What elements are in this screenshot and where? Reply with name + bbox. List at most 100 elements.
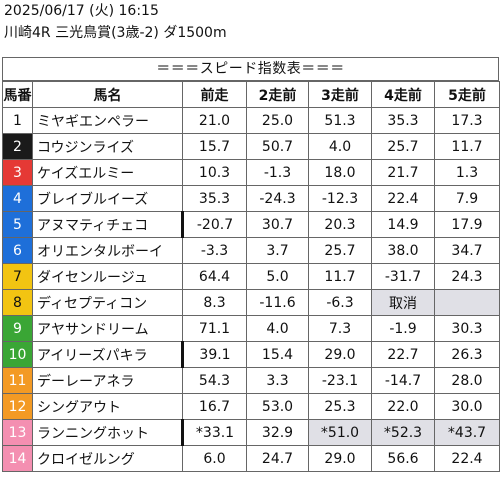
speed-index-cell: 15.4 <box>246 341 309 368</box>
speed-index-cell: 3.3 <box>246 367 309 394</box>
speed-index-cell: 5.0 <box>246 263 309 290</box>
horse-number: 8 <box>2 289 33 316</box>
horse-number: 2 <box>2 133 33 160</box>
speed-index-cell: 54.3 <box>182 367 247 394</box>
speed-index-cell: 15.7 <box>182 133 247 160</box>
speed-index-cell: 26.3 <box>434 341 500 368</box>
speed-index-cell: *51.0 <box>308 419 372 446</box>
speed-index-cell: 16.7 <box>182 393 247 420</box>
speed-index-cell: 38.0 <box>371 237 435 264</box>
speed-index-cell: 24.3 <box>434 263 500 290</box>
speed-index-cell: 25.3 <box>308 393 372 420</box>
speed-index-cell: -3.3 <box>182 237 247 264</box>
speed-index-cell: 11.7 <box>434 133 500 160</box>
horse-number: 14 <box>2 445 33 472</box>
horse-name: ディセプティコン <box>32 289 183 316</box>
speed-index-cell: *52.3 <box>371 419 435 446</box>
speed-index-cell: 71.1 <box>182 315 247 342</box>
table-row: 14 クロイゼルング 6.0 24.7 29.0 56.6 22.4 <box>2 445 500 472</box>
horse-number: 5 <box>2 211 33 238</box>
speed-index-cell: 29.0 <box>308 341 372 368</box>
speed-index-cell: 20.3 <box>308 211 372 238</box>
table-row: 1 ミヤギエンペラー 21.0 25.0 51.3 35.3 17.3 <box>2 107 500 134</box>
col-header-2back: 2走前 <box>246 81 309 108</box>
horse-name: シングアウト <box>32 393 183 420</box>
table-row: 9 アヤサンドリーム 71.1 4.0 7.3 -1.9 30.3 <box>2 315 500 342</box>
table-row: 3 ケイズエルミー 10.3 -1.3 18.0 21.7 1.3 <box>2 159 500 186</box>
col-header-5back: 5走前 <box>434 81 500 108</box>
horse-name: ケイズエルミー <box>32 159 183 186</box>
speed-index-cell: -6.3 <box>308 289 372 316</box>
horse-name: ミヤギエンペラー <box>32 107 183 134</box>
horse-number: 3 <box>2 159 33 186</box>
speed-index-cell: -24.3 <box>246 185 309 212</box>
table-row: 4 ブレイブルイーズ 35.3 -24.3 -12.3 22.4 7.9 <box>2 185 500 212</box>
horse-number: 13 <box>2 419 33 446</box>
speed-index-cell: 3.7 <box>246 237 309 264</box>
speed-index-cell: 64.4 <box>182 263 247 290</box>
horse-name: ランニングホット <box>32 419 183 446</box>
speed-index-cell: 6.0 <box>182 445 247 472</box>
header: 2025/06/17 (火) 16:15 川崎4R 三光鳥賞(3歳-2) ダ15… <box>0 0 503 44</box>
race-datetime: 2025/06/17 (火) 16:15 <box>4 3 159 19</box>
table-row: 5 アヌマティチェコ -20.7 30.7 20.3 14.9 17.9 <box>2 211 500 238</box>
horse-number: 7 <box>2 263 33 290</box>
speed-index-cell: 8.3 <box>182 289 247 316</box>
table-row: 13 ランニングホット *33.1 32.9 *51.0 *52.3 *43.7 <box>2 419 500 446</box>
horse-name: アヌマティチェコ <box>32 211 183 238</box>
speed-index-table: 馬番 馬名 前走 2走前 3走前 4走前 5走前 1 ミヤギエンペラー 21.0 25… <box>2 81 500 472</box>
speed-index-cell: 24.7 <box>246 445 309 472</box>
speed-index-cell: -23.1 <box>308 367 372 394</box>
horse-number: 11 <box>2 367 33 394</box>
speed-index-cell: 4.0 <box>308 133 372 160</box>
speed-index-cell: 4.0 <box>246 315 309 342</box>
speed-index-cell: 28.0 <box>434 367 500 394</box>
speed-index-cell: 50.7 <box>246 133 309 160</box>
table-row: 6 オリエンタルボーイ -3.3 3.7 25.7 38.0 34.7 <box>2 237 500 264</box>
horse-name: ブレイブルイーズ <box>32 185 183 212</box>
speed-index-cell: 17.3 <box>434 107 500 134</box>
col-header-number: 馬番 <box>2 81 33 108</box>
speed-index-cell: 34.7 <box>434 237 500 264</box>
speed-index-cell: 35.3 <box>182 185 247 212</box>
speed-index-cell: 21.0 <box>182 107 247 134</box>
speed-index-cell: -1.3 <box>246 159 309 186</box>
speed-index-cell: 22.7 <box>371 341 435 368</box>
col-header-name: 馬名 <box>32 81 183 108</box>
horse-name: ダイセンルージュ <box>32 263 183 290</box>
speed-index-cell: -12.3 <box>308 185 372 212</box>
speed-index-cell: 53.0 <box>246 393 309 420</box>
table-header-row: 馬番 馬名 前走 2走前 3走前 4走前 5走前 <box>2 81 500 108</box>
speed-index-cell: 30.0 <box>434 393 500 420</box>
horse-number: 12 <box>2 393 33 420</box>
horse-number: 10 <box>2 341 33 368</box>
speed-index-cell: 18.0 <box>308 159 372 186</box>
speed-index-cell: 29.0 <box>308 445 372 472</box>
table-row: 8 ディセプティコン 8.3 -11.6 -6.3 取消 <box>2 289 500 316</box>
speed-index-cell: 10.3 <box>182 159 247 186</box>
speed-index-cell: 30.3 <box>434 315 500 342</box>
speed-index-cell: 22.4 <box>434 445 500 472</box>
col-header-last: 前走 <box>182 81 247 108</box>
speed-index-cell: 35.3 <box>371 107 435 134</box>
horse-number: 9 <box>2 315 33 342</box>
speed-index-cell: 51.3 <box>308 107 372 134</box>
speed-index-cell: 25.0 <box>246 107 309 134</box>
horse-name: オリエンタルボーイ <box>32 237 183 264</box>
speed-index-cell: 11.7 <box>308 263 372 290</box>
col-header-4back: 4走前 <box>371 81 435 108</box>
horse-number: 4 <box>2 185 33 212</box>
horse-number: 6 <box>2 237 33 264</box>
speed-index-cell: *43.7 <box>434 419 500 446</box>
speed-index-cell: 1.3 <box>434 159 500 186</box>
speed-index-cell: 7.9 <box>434 185 500 212</box>
speed-index-cell: 25.7 <box>308 237 372 264</box>
speed-index-cell: 7.3 <box>308 315 372 342</box>
speed-index-cell: *33.1 <box>181 419 247 446</box>
table-row: 12 シングアウト 16.7 53.0 25.3 22.0 30.0 <box>2 393 500 420</box>
speed-index-cell: 17.9 <box>434 211 500 238</box>
horse-name: コウジンライズ <box>32 133 183 160</box>
speed-index-cell: 56.6 <box>371 445 435 472</box>
speed-index-cell: 39.1 <box>181 341 247 368</box>
speed-index-cell: 32.9 <box>246 419 309 446</box>
